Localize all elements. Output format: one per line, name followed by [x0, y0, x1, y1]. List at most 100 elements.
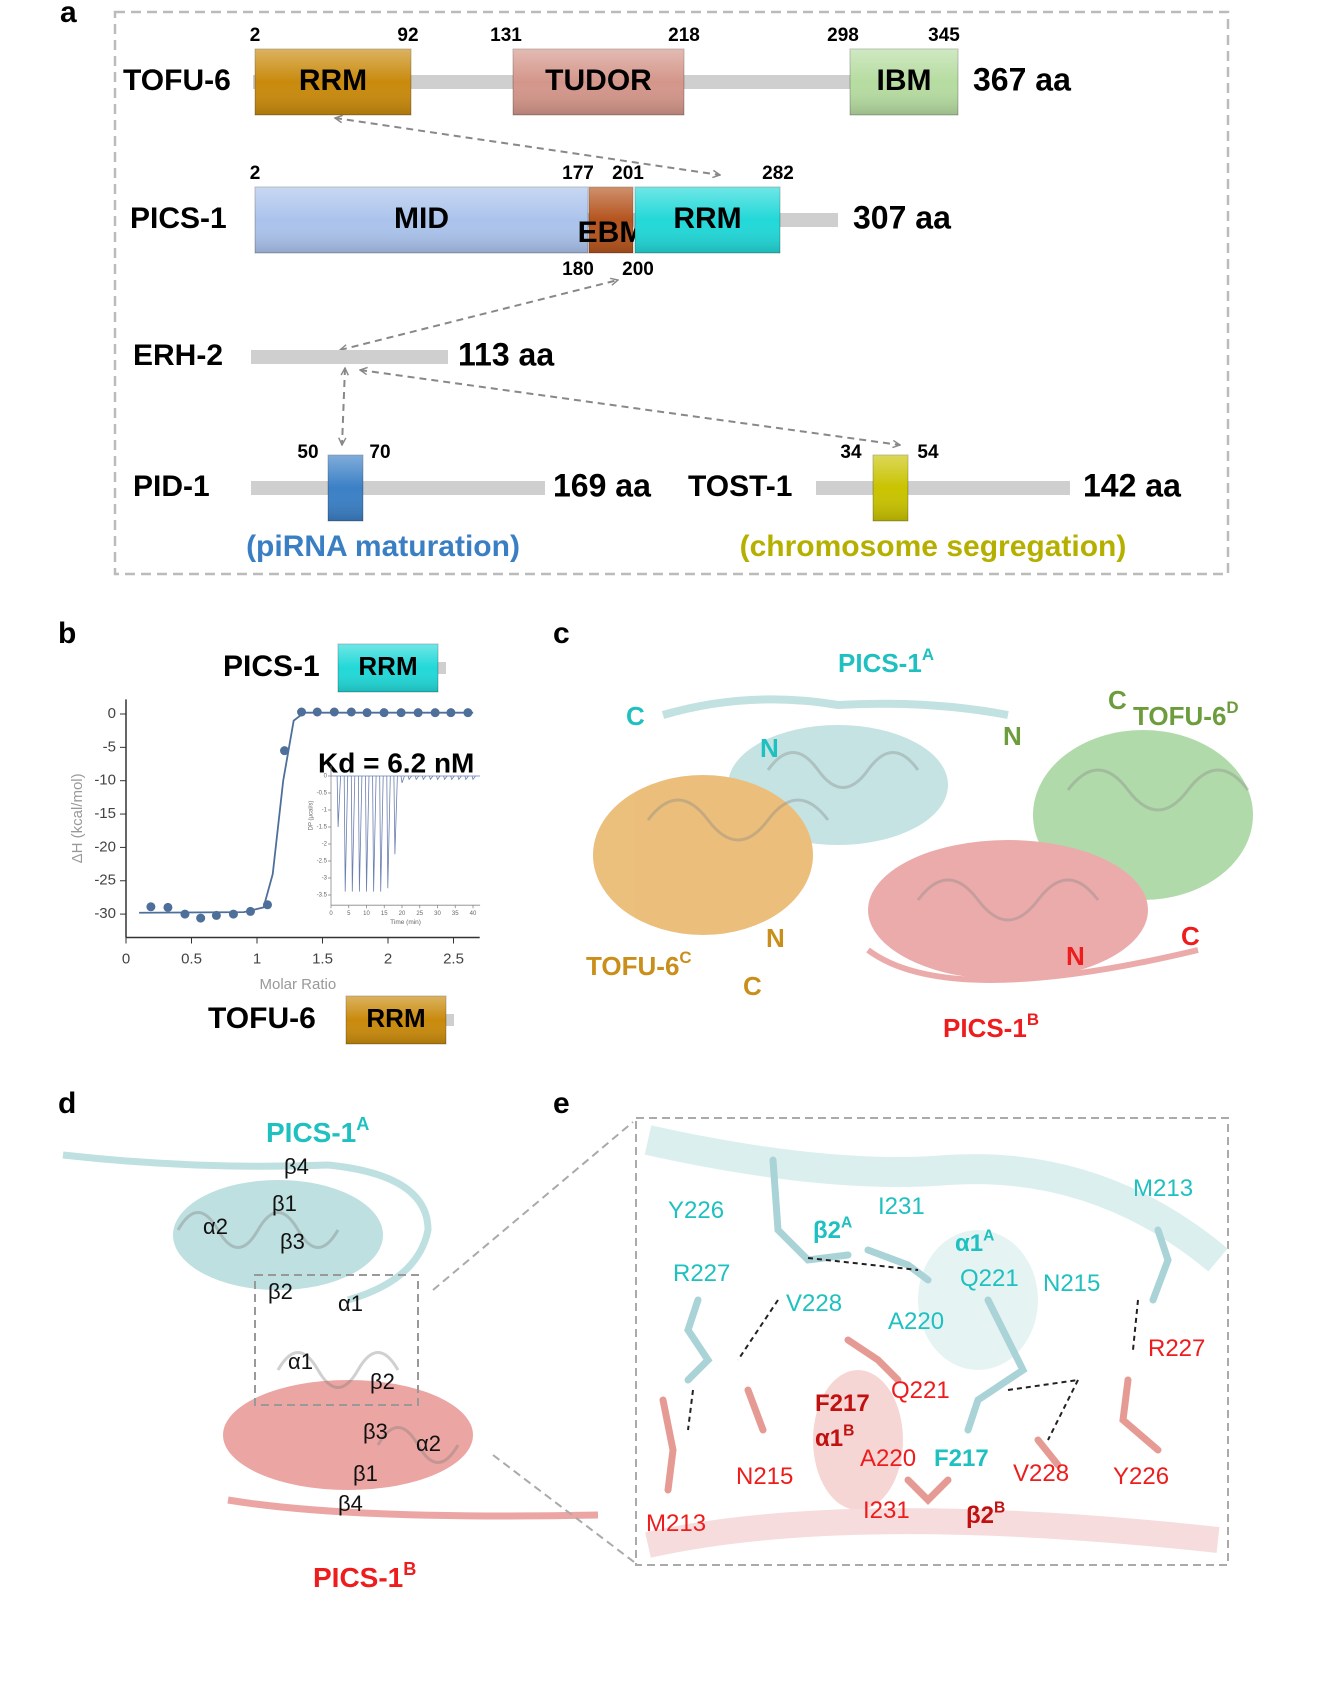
- domain-end: 345: [928, 25, 960, 46]
- data-point: [262, 900, 272, 910]
- domain-start: 201: [612, 163, 644, 184]
- injection-peak: [386, 775, 391, 889]
- structure-label-sup: B: [843, 1423, 854, 1440]
- structure-label: PICS-1A: [838, 645, 934, 678]
- structure-label: β4: [338, 1491, 363, 1516]
- y-tick-label: -5: [103, 738, 116, 755]
- domain-start: 50: [297, 442, 318, 463]
- structure-label-text: PICS-1: [313, 1562, 403, 1593]
- structure-label-text: C: [1181, 921, 1200, 951]
- structure-label-text: M213: [646, 1510, 706, 1537]
- y-tick-label: -15: [94, 805, 116, 822]
- structure-label-text: N: [760, 733, 779, 763]
- inset-y-tick-label: -1.5: [317, 825, 328, 831]
- domain-shade: [255, 49, 411, 115]
- structure-label: F217: [934, 1445, 989, 1472]
- structure-label-text: A220: [888, 1308, 944, 1335]
- structure-label-sup: A: [841, 1215, 852, 1232]
- structure-label-text: β1: [353, 1461, 378, 1486]
- structure-label-text: N215: [736, 1463, 793, 1490]
- structure-label-text: C: [743, 971, 762, 1001]
- structure-label: α2: [416, 1431, 441, 1456]
- construct-domain: RRM: [358, 651, 417, 681]
- data-point: [297, 707, 307, 717]
- chain-pics1-b: [223, 1380, 473, 1490]
- structure-label: N: [1003, 721, 1022, 751]
- construct-protein: TOFU-6: [208, 1002, 316, 1035]
- ribbon: [227, 1496, 599, 1520]
- structure-label: V228: [1013, 1460, 1069, 1487]
- domain-start: 180: [562, 259, 594, 280]
- ribbon: [644, 1125, 1228, 1272]
- data-point: [228, 909, 238, 919]
- structure-label-sup: D: [1226, 698, 1238, 717]
- domain-start: 34: [840, 442, 862, 463]
- data-point: [196, 913, 206, 923]
- structure-label-text: V228: [1013, 1460, 1069, 1487]
- structure-label: α1A: [955, 1228, 994, 1258]
- domain-shade: [589, 187, 633, 253]
- structure-label-text: Y226: [668, 1197, 724, 1224]
- structure-label-text: PICS-1: [943, 1013, 1027, 1043]
- data-point: [180, 909, 190, 919]
- injection-peak: [379, 775, 384, 892]
- structure-label-text: PICS-1: [838, 648, 922, 678]
- structure-label: α1: [288, 1349, 313, 1374]
- y-axis-title: ΔH (kcal/mol): [69, 773, 86, 863]
- inset-y-title: DP (μcal/s): [309, 801, 315, 831]
- ribbon: [866, 947, 1199, 983]
- structure-label: PICS-1A: [266, 1114, 369, 1148]
- structure-label-text: Y226: [1113, 1463, 1169, 1490]
- data-point: [163, 902, 173, 912]
- structure-label: β1: [353, 1461, 378, 1486]
- structure-label: C: [626, 701, 645, 731]
- protein-length: 113 aa: [458, 336, 554, 372]
- domain-end: 92: [397, 25, 418, 46]
- structure-label-text: β2: [966, 1502, 994, 1529]
- inset-x-tick-label: 30: [434, 911, 441, 917]
- interaction-arrows: [335, 118, 900, 445]
- protein-function: (chromosome segregation): [740, 530, 1127, 563]
- structure-label-text: I231: [863, 1497, 910, 1524]
- inset-y-tick-label: -2.5: [317, 859, 328, 865]
- domain-end: 54: [917, 442, 939, 463]
- structure-label-text: R227: [1148, 1335, 1205, 1362]
- data-point: [362, 708, 372, 718]
- structure-label-text: C: [626, 701, 645, 731]
- x-tick-label: 2.5: [443, 950, 464, 967]
- structure-label-text: α2: [203, 1214, 228, 1239]
- structure-label-text: α1: [288, 1349, 313, 1374]
- injection-peak: [336, 775, 341, 828]
- structure-label-text: R227: [673, 1260, 730, 1287]
- injection-peak: [457, 775, 462, 781]
- data-point: [245, 906, 255, 916]
- injection-peak: [365, 775, 370, 892]
- structure-label: F217: [815, 1390, 870, 1417]
- structure-label: β2: [370, 1369, 395, 1394]
- x-tick-label: 2: [384, 950, 392, 967]
- structure-label-text: α1: [815, 1425, 843, 1452]
- structure-label: C: [1181, 921, 1200, 951]
- structure-label-text: β3: [363, 1419, 388, 1444]
- structure-label: β1: [272, 1191, 297, 1216]
- structure-label: N215: [1043, 1270, 1100, 1297]
- structure-label: C: [743, 971, 762, 1001]
- zoom-line: [432, 1121, 634, 1291]
- protein-function: (piRNA maturation): [246, 530, 520, 563]
- structure-label-text: TOFU-6: [1133, 701, 1226, 731]
- structure-label: TOFU-6C: [586, 948, 692, 981]
- domain-shade: [328, 455, 363, 521]
- panel-label: c: [553, 617, 570, 650]
- structure-label-sup: B: [1027, 1010, 1039, 1029]
- structure-label: α1B: [815, 1423, 854, 1453]
- data-point: [146, 902, 156, 912]
- zoom-box: [254, 1274, 419, 1406]
- domain: [872, 454, 909, 522]
- backbone: [816, 481, 1070, 495]
- x-tick-label: 0: [122, 950, 130, 967]
- injection-peak: [414, 775, 420, 781]
- structure-label-text: I231: [878, 1193, 925, 1220]
- structure-label-sup: B: [403, 1559, 416, 1579]
- structure-label: N: [760, 733, 779, 763]
